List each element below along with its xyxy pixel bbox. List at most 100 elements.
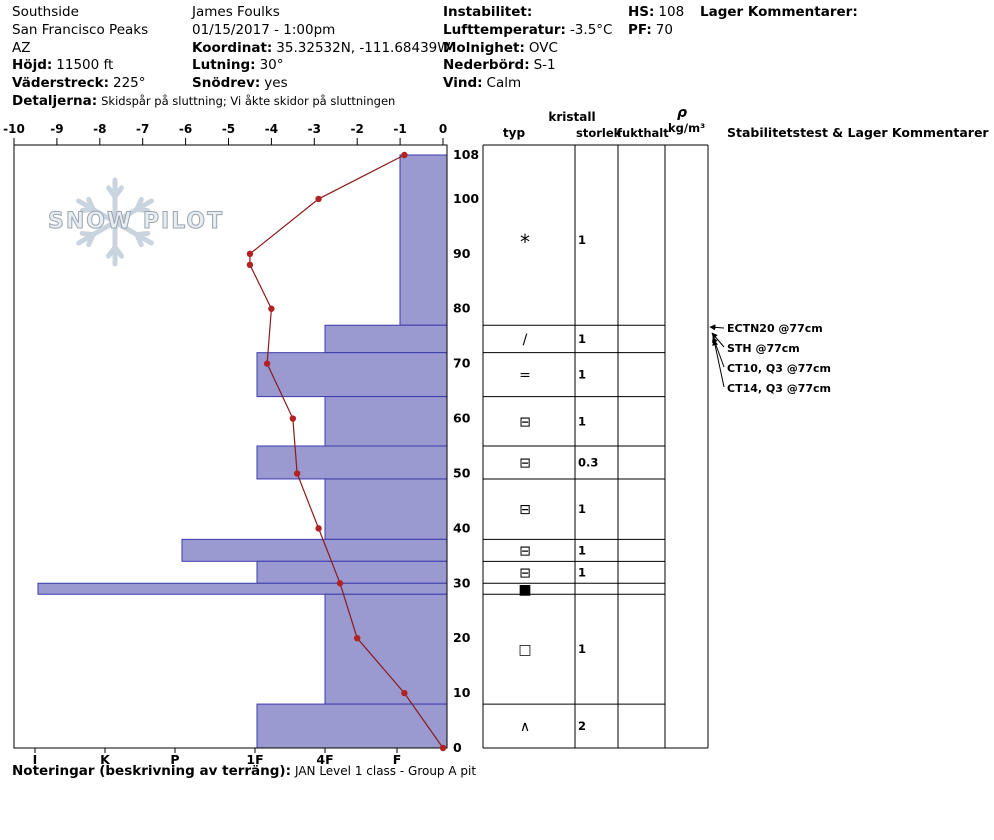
wind-value: Calm [486, 75, 522, 91]
crystal-size-value: 1 [578, 642, 586, 656]
snow-layer-bar [399, 154, 448, 326]
sky-cover-value: OVC [528, 40, 558, 56]
temperature-point [401, 689, 408, 697]
temp-tick-label: -5 [222, 122, 235, 136]
aspect-label: Väderstreck: [12, 75, 109, 91]
elevation-row: Höjd: 11500 ft [12, 58, 113, 73]
depth-tick-label: 108 [453, 147, 479, 162]
hardness-tick-label: F [393, 752, 402, 767]
foot-pen-label: PF: [628, 22, 652, 38]
temperature-point [293, 470, 301, 477]
depth-tick-label: 20 [453, 630, 471, 645]
slope-angle-row: Lutning: 30° [192, 58, 284, 73]
stability-test-label: ECTN20 @77cm [727, 322, 823, 335]
crystal-size-value: 0.3 [578, 455, 598, 469]
stability-test-arrow-icon [709, 324, 725, 331]
instability-label: Instabilitet: [443, 4, 533, 20]
layer-comments-header: Lager Kommentarer: [700, 4, 858, 20]
precip-value: S-1 [533, 57, 556, 73]
density-symbol-header: ρ [677, 105, 687, 121]
depth-tick-label: 90 [453, 246, 471, 261]
temp-tick-label: -1 [393, 122, 406, 136]
slope-angle-label: Lutning: [192, 57, 256, 73]
temperature-point [336, 580, 344, 587]
details-label: Detaljerna: [12, 93, 98, 109]
stability-test-label: CT14, Q3 @77cm [727, 382, 831, 395]
crystal-type-symbol: ⊟ [519, 414, 531, 430]
depth-tick-label: 30 [453, 575, 471, 590]
crystal-size-value: 1 [578, 368, 586, 382]
observer-name: James Foulks [192, 4, 280, 20]
snow-height-row: HS: 108 [628, 5, 684, 20]
snow-layer-bar [324, 324, 448, 354]
snow-layer-bar [256, 352, 448, 398]
hardness-tick-label: I [33, 752, 38, 767]
notes-label: Noteringar (beskrivning av terräng): [12, 763, 291, 779]
temperature-point [289, 415, 297, 422]
hardness-tick-label: 4F [316, 752, 333, 767]
temperature-point [246, 261, 254, 269]
temperature-point [268, 305, 275, 312]
stability-test-label: STH @77cm [727, 342, 800, 355]
foot-pen-row: PF: 70 [628, 23, 673, 38]
crystal-size-value: 2 [578, 719, 586, 733]
precip-label: Nederbörd: [443, 57, 530, 73]
drifting-row: Snödrev: yes [192, 76, 288, 91]
coordinates-row: Koordinat: 35.32532N, -111.68439W [192, 41, 451, 56]
wind-label: Vind: [443, 75, 483, 91]
snowflake-icon [76, 177, 154, 267]
crystal-type-symbol: ⊟ [519, 502, 531, 518]
snow-layer-bar [324, 478, 448, 540]
temp-tick-label: -2 [351, 122, 364, 136]
crystal-type-symbol: / [523, 332, 528, 348]
crystal-size-value: 1 [578, 414, 586, 428]
temperature-point [315, 195, 322, 203]
crystal-type-symbol: □ [518, 642, 531, 658]
elevation-label: Höjd: [12, 57, 53, 73]
snow-height-label: HS: [628, 4, 655, 20]
depth-tick-label: 0 [453, 740, 462, 755]
coordinates-label: Koordinat: [192, 40, 273, 56]
stability-test-arrow-icon [712, 339, 725, 388]
snow-layer-bar [181, 538, 448, 562]
density-unit-header: kg/m³ [668, 121, 705, 135]
crystal-type-header: typ [503, 126, 526, 140]
temperature-point [401, 151, 408, 159]
crystal-group-header: kristall [548, 110, 595, 124]
temperature-point [439, 744, 447, 752]
temp-tick-label: 0 [439, 122, 447, 136]
depth-tick-label: 10 [453, 685, 471, 700]
details-value: Skidspår på sluttning; Vi åkte skidor på… [101, 94, 396, 108]
wind-row: Vind: Calm [443, 76, 521, 91]
temperature-point [354, 634, 361, 642]
sky-cover-row: Molnighet: OVC [443, 41, 558, 56]
snow-layer-bar [324, 593, 448, 705]
temp-tick-label: -8 [93, 122, 106, 136]
crystal-type-symbol: ⊟ [519, 565, 531, 581]
crystal-type-symbol: = [519, 368, 531, 384]
notes-row: Noteringar (beskrivning av terräng): JAN … [12, 764, 476, 779]
temp-tick-label: -9 [50, 122, 63, 136]
sky-cover-label: Molnighet: [443, 40, 525, 56]
depth-tick-label: 80 [453, 301, 471, 316]
snow-layer-bar [256, 560, 448, 584]
notes-value: JAN Level 1 class - Group A pit [295, 764, 477, 778]
crystal-size-header: storlek [576, 126, 622, 140]
air-temp-label: Lufttemperatur: [443, 22, 566, 38]
snow-layer-bar [256, 445, 448, 480]
precip-row: Nederbörd: S-1 [443, 58, 556, 73]
coordinates-value: 35.32532N, -111.68439W [276, 40, 451, 56]
crystal-type-symbol: ⊟ [519, 543, 531, 559]
temp-tick-label: -4 [265, 122, 278, 136]
depth-tick-label: 60 [453, 411, 471, 426]
crystal-moisture-header: fukthalt [617, 126, 669, 140]
state-name: AZ [12, 40, 31, 56]
depth-tick-label: 50 [453, 465, 471, 480]
hardness-tick-label: 1F [246, 752, 263, 767]
stability-test-label: CT10, Q3 @77cm [727, 362, 831, 375]
crystal-type-symbol: ■ [518, 582, 531, 598]
range-name: San Francisco Peaks [12, 22, 149, 38]
site-name: Southside [12, 4, 79, 20]
